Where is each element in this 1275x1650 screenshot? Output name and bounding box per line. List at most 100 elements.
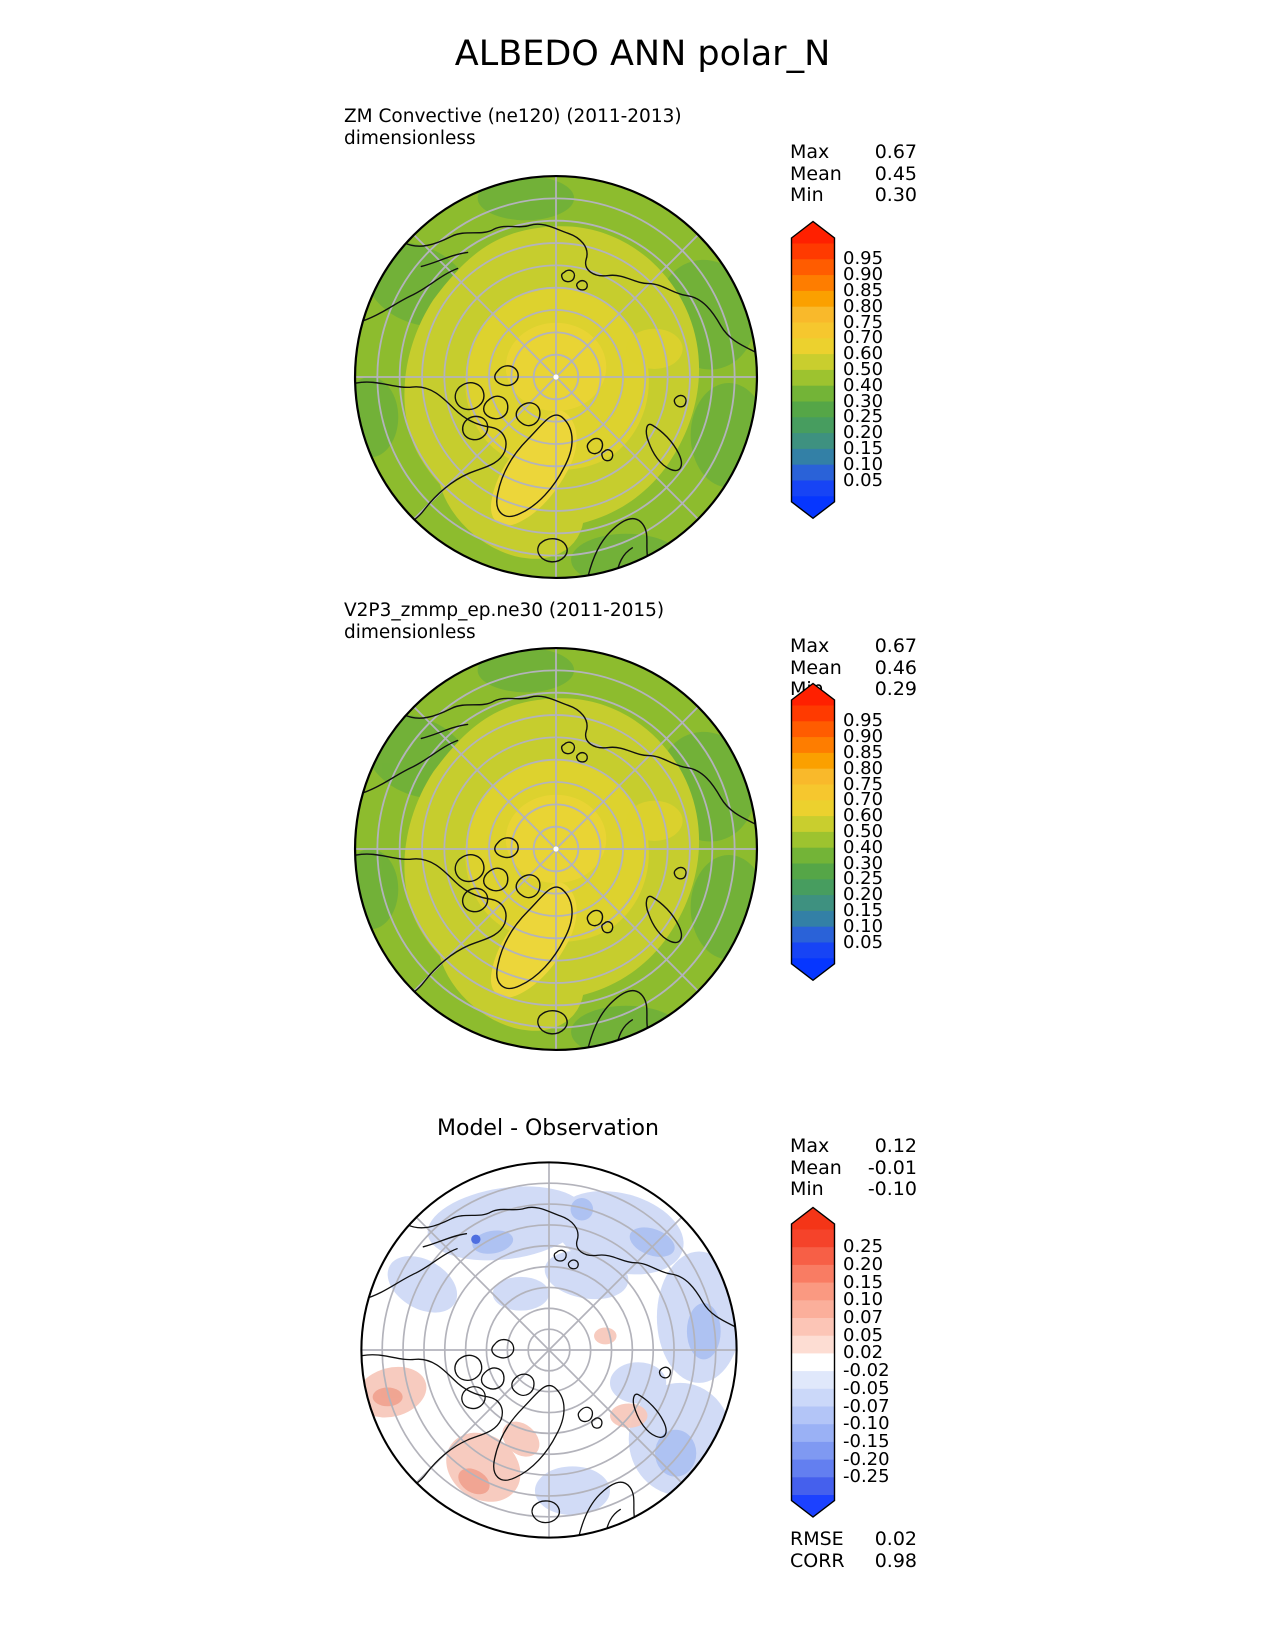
polar-map-model2	[353, 646, 759, 1052]
colorbar-segment	[791, 942, 835, 959]
colorbar-tick-label: 0.15	[843, 437, 884, 459]
colorbar-tick-label: 0.20	[843, 422, 884, 444]
panel3-colorbar: 0.25 0.20 0.15 0.10 0.07 0.05 0.02 -0.02 -0.05 -0…	[790, 1206, 990, 1519]
colorbar-tick-label: -0.07	[843, 1395, 890, 1417]
colorbar-outline	[790, 682, 836, 982]
colorbar-tick-label: 0.60	[843, 805, 884, 827]
colorbar-outline	[790, 1206, 836, 1518]
metric-value: 0.98	[874, 1549, 917, 1572]
colorbar-tick-label: 0.75	[843, 773, 884, 795]
metric-row: CORR 0.98	[790, 1549, 917, 1573]
polar-map-difference	[360, 1161, 738, 1539]
colorbar-segment	[791, 800, 835, 817]
stat-row: Mean -0.01	[790, 1156, 917, 1180]
stat-value: 0.30	[874, 184, 917, 206]
stat-row: Max 0.67	[790, 635, 917, 658]
stat-row: Max 0.12	[790, 1135, 917, 1158]
colorbar-segment	[791, 433, 835, 450]
stat-row: Min 0.30	[790, 184, 917, 207]
colorbar-tick-label: 0.60	[843, 343, 884, 365]
colorbar-tick-label: -0.10	[843, 1413, 890, 1435]
stat-value: -0.10	[867, 1178, 917, 1200]
panel3-stats: Max 0.12 Mean -0.01 Min -0.10	[790, 1135, 917, 1201]
colorbar-segment	[791, 338, 835, 355]
panel2-header: V2P3_zmmp_ep.ne30 (2011-2015) dimensionl…	[344, 600, 664, 644]
stat-label: Min	[790, 184, 824, 206]
colorbar-arrow-bottom	[791, 1495, 835, 1517]
colorbar-tick-label: 0.10	[843, 915, 884, 937]
panel3-metrics: RMSE 0.02 CORR 0.98	[790, 1528, 917, 1573]
colorbar-segment	[791, 816, 835, 833]
metric-row: RMSE 0.02	[790, 1528, 917, 1551]
colorbar-segment	[791, 275, 835, 292]
colorbar-segment	[791, 290, 835, 308]
panel1-header: ZM Convective (ne120) (2011-2013) dimens…	[344, 106, 682, 150]
colorbar-tick-label: -0.05	[843, 1377, 890, 1399]
colorbar-tick-label: 0.07	[843, 1307, 884, 1328]
colorbar-segment	[791, 1335, 835, 1354]
stat-row: Mean 0.46	[790, 656, 917, 680]
stat-label: Max	[790, 635, 830, 657]
colorbar-segment	[791, 1229, 835, 1248]
colorbar-segment	[791, 243, 835, 260]
colorbar-arrow-top	[791, 221, 835, 244]
colorbar-tick-label: 0.10	[843, 1289, 884, 1311]
colorbar-tick-label: 0.90	[843, 264, 884, 286]
stat-label: Mean	[790, 162, 842, 185]
panel2-title: V2P3_zmmp_ep.ne30 (2011-2015)	[344, 600, 665, 621]
colorbar-tick-label: 0.25	[843, 868, 884, 890]
colorbar-tick-label: 0.90	[843, 726, 884, 748]
colorbar-segment	[791, 259, 835, 276]
colorbar-segment	[791, 1406, 835, 1425]
stat-row: Max 0.67	[790, 141, 917, 164]
stat-label: Mean	[790, 1156, 842, 1179]
colorbar-tick-label: 0.30	[843, 390, 884, 412]
colorbar-tick-label: -0.02	[843, 1360, 890, 1382]
colorbar-arrow-top	[791, 1207, 835, 1230]
colorbar-tick-label: 0.70	[843, 789, 884, 811]
colorbar-segment	[791, 1459, 835, 1478]
colorbar-outline	[790, 220, 836, 520]
colorbar-segment	[791, 417, 835, 434]
map-boundary	[360, 1161, 738, 1539]
colorbar-tick-label: 0.02	[843, 1342, 884, 1364]
colorbar-segment	[791, 879, 835, 896]
colorbar-segment	[791, 895, 835, 912]
colorbar-segment	[791, 737, 835, 754]
colorbar-tick-label: 0.50	[843, 820, 884, 842]
stat-value: 0.46	[874, 656, 917, 679]
colorbar-segment	[791, 1424, 835, 1443]
colorbar-tick-label: 0.40	[843, 374, 884, 396]
pole-marker	[553, 374, 559, 380]
colorbar-segment	[791, 1282, 835, 1301]
colorbar-tick-label: 0.25	[843, 406, 884, 428]
colorbar-tick-label: -0.15	[843, 1430, 890, 1452]
colorbar-segment	[791, 385, 835, 403]
colorbar-arrow-top	[791, 683, 835, 706]
colorbar-tick-label: -0.25	[843, 1466, 890, 1488]
stat-label: Min	[790, 1178, 824, 1200]
stat-row: Mean 0.45	[790, 162, 917, 186]
colorbar-segment	[791, 863, 835, 880]
figure-title: ALBEDO ANN polar_N	[454, 34, 831, 74]
polar-map-model1	[353, 174, 759, 580]
graticule	[360, 1161, 738, 1539]
colorbar-tick-label: 0.95	[843, 248, 884, 270]
panel2-colorbar: 0.95 0.90 0.85 0.80 0.75 0.70 0.60 0.50 0.40 0.30…	[790, 682, 990, 982]
colorbar-tick-label: 0.05	[843, 469, 884, 491]
colorbar-segment	[791, 369, 835, 387]
colorbar-segment	[791, 752, 835, 770]
colorbar-segment	[791, 1353, 835, 1372]
colorbar-segment	[791, 926, 835, 944]
colorbar-segment	[791, 480, 835, 497]
colorbar-segment	[791, 322, 835, 339]
pole-marker	[553, 846, 559, 852]
colorbar-tick-label: 0.85	[843, 741, 884, 763]
colorbar-tick-label: 0.10	[843, 453, 884, 475]
colorbar-segment	[791, 1371, 835, 1390]
colorbar-segment	[791, 847, 835, 865]
map-boundary	[353, 174, 759, 580]
stat-label: Mean	[790, 656, 842, 679]
panel1-stats: Max 0.67 Mean 0.45 Min 0.30	[790, 141, 917, 207]
